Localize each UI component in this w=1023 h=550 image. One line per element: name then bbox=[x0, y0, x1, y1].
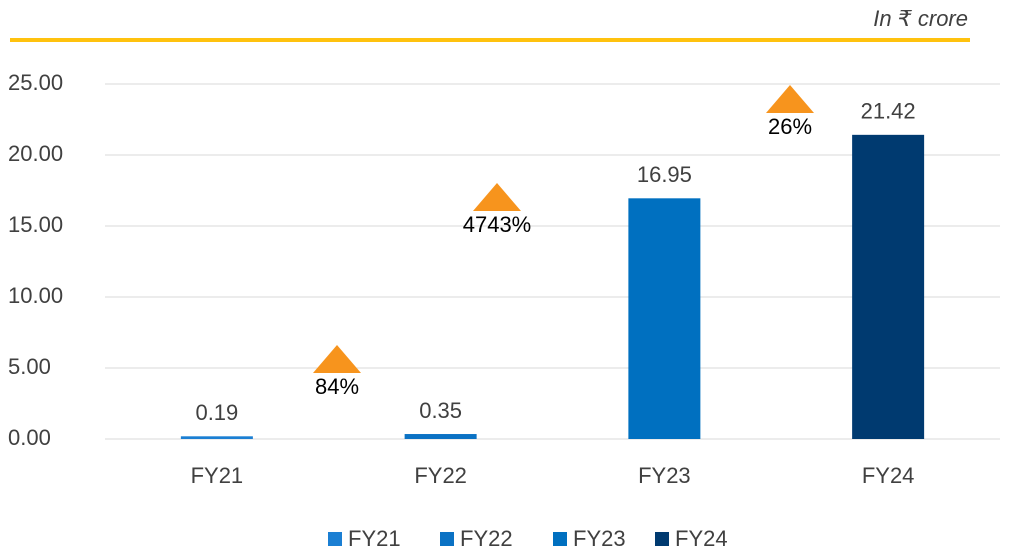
legend-swatch bbox=[328, 532, 342, 546]
growth-arrow bbox=[313, 345, 361, 373]
legend-swatch bbox=[655, 532, 669, 546]
y-tick-label: 25.00 bbox=[8, 70, 63, 95]
value-label: 0.35 bbox=[419, 398, 462, 423]
legend-label: FY24 bbox=[675, 526, 728, 550]
growth-label: 26% bbox=[768, 114, 812, 139]
bar bbox=[404, 434, 477, 439]
x-tick-label: FY24 bbox=[862, 463, 915, 488]
y-tick-label: 5.00 bbox=[8, 354, 51, 379]
bar bbox=[180, 436, 253, 439]
legend-swatch bbox=[553, 532, 567, 546]
y-tick-label: 20.00 bbox=[8, 141, 63, 166]
y-tick-label: 15.00 bbox=[8, 212, 63, 237]
growth-arrow bbox=[473, 183, 521, 211]
value-label: 16.95 bbox=[637, 162, 692, 187]
x-tick-label: FY22 bbox=[414, 463, 467, 488]
bar bbox=[852, 134, 925, 439]
legend-label: FY21 bbox=[348, 526, 401, 550]
y-tick-label: 0.00 bbox=[8, 425, 51, 450]
value-label: 0.19 bbox=[195, 400, 238, 425]
growth-arrow bbox=[766, 85, 814, 113]
growth-label: 4743% bbox=[463, 212, 532, 237]
value-label: 21.42 bbox=[861, 99, 916, 124]
x-tick-label: FY21 bbox=[191, 463, 244, 488]
growth-label: 84% bbox=[315, 374, 359, 399]
y-tick-label: 10.00 bbox=[8, 283, 63, 308]
x-tick-label: FY23 bbox=[638, 463, 691, 488]
bar bbox=[628, 198, 701, 439]
legend-label: FY23 bbox=[573, 526, 626, 550]
unit-label: In ₹ crore bbox=[873, 6, 968, 31]
legend-swatch bbox=[440, 532, 454, 546]
legend-label: FY22 bbox=[460, 526, 513, 550]
